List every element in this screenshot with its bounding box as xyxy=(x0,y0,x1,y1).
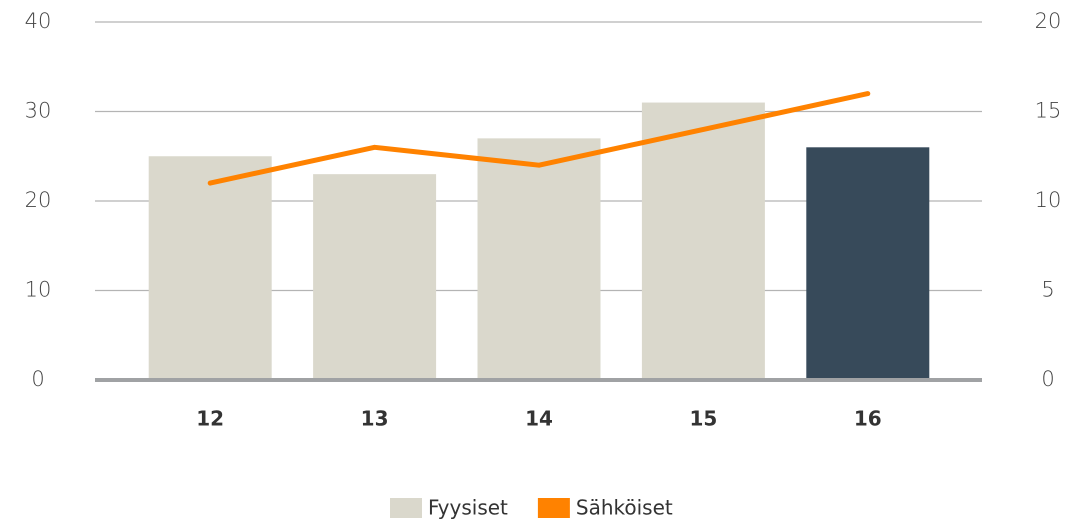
y2-tick-label: 15 xyxy=(1035,99,1062,123)
y-tick-label: 0 xyxy=(31,367,44,391)
x-tick-label: 14 xyxy=(525,407,553,431)
legend-label: Sähköiset xyxy=(576,496,673,520)
x-tick-label: 16 xyxy=(854,407,882,431)
bar xyxy=(477,138,601,380)
bar xyxy=(148,156,272,380)
y-tick-label: 30 xyxy=(25,99,52,123)
line-series xyxy=(207,91,871,186)
legend-label: Fyysiset xyxy=(428,496,508,520)
y2-tick-label: 0 xyxy=(1041,367,1054,391)
bar xyxy=(313,174,437,380)
y2-tick-label: 20 xyxy=(1035,9,1062,33)
y2-tick-label: 10 xyxy=(1035,188,1062,212)
y2-tick-label: 5 xyxy=(1041,278,1054,302)
x-tick-label: 12 xyxy=(196,407,224,431)
y-tick-label: 10 xyxy=(25,278,52,302)
legend-swatch xyxy=(537,498,570,518)
legend-swatch xyxy=(390,498,422,518)
bar xyxy=(806,147,930,380)
bar xyxy=(641,102,765,381)
y-tick-label: 40 xyxy=(25,9,52,33)
x-tick-label: 15 xyxy=(689,407,717,431)
x-tick-label: 13 xyxy=(361,407,389,431)
y-tick-label: 20 xyxy=(25,188,52,212)
